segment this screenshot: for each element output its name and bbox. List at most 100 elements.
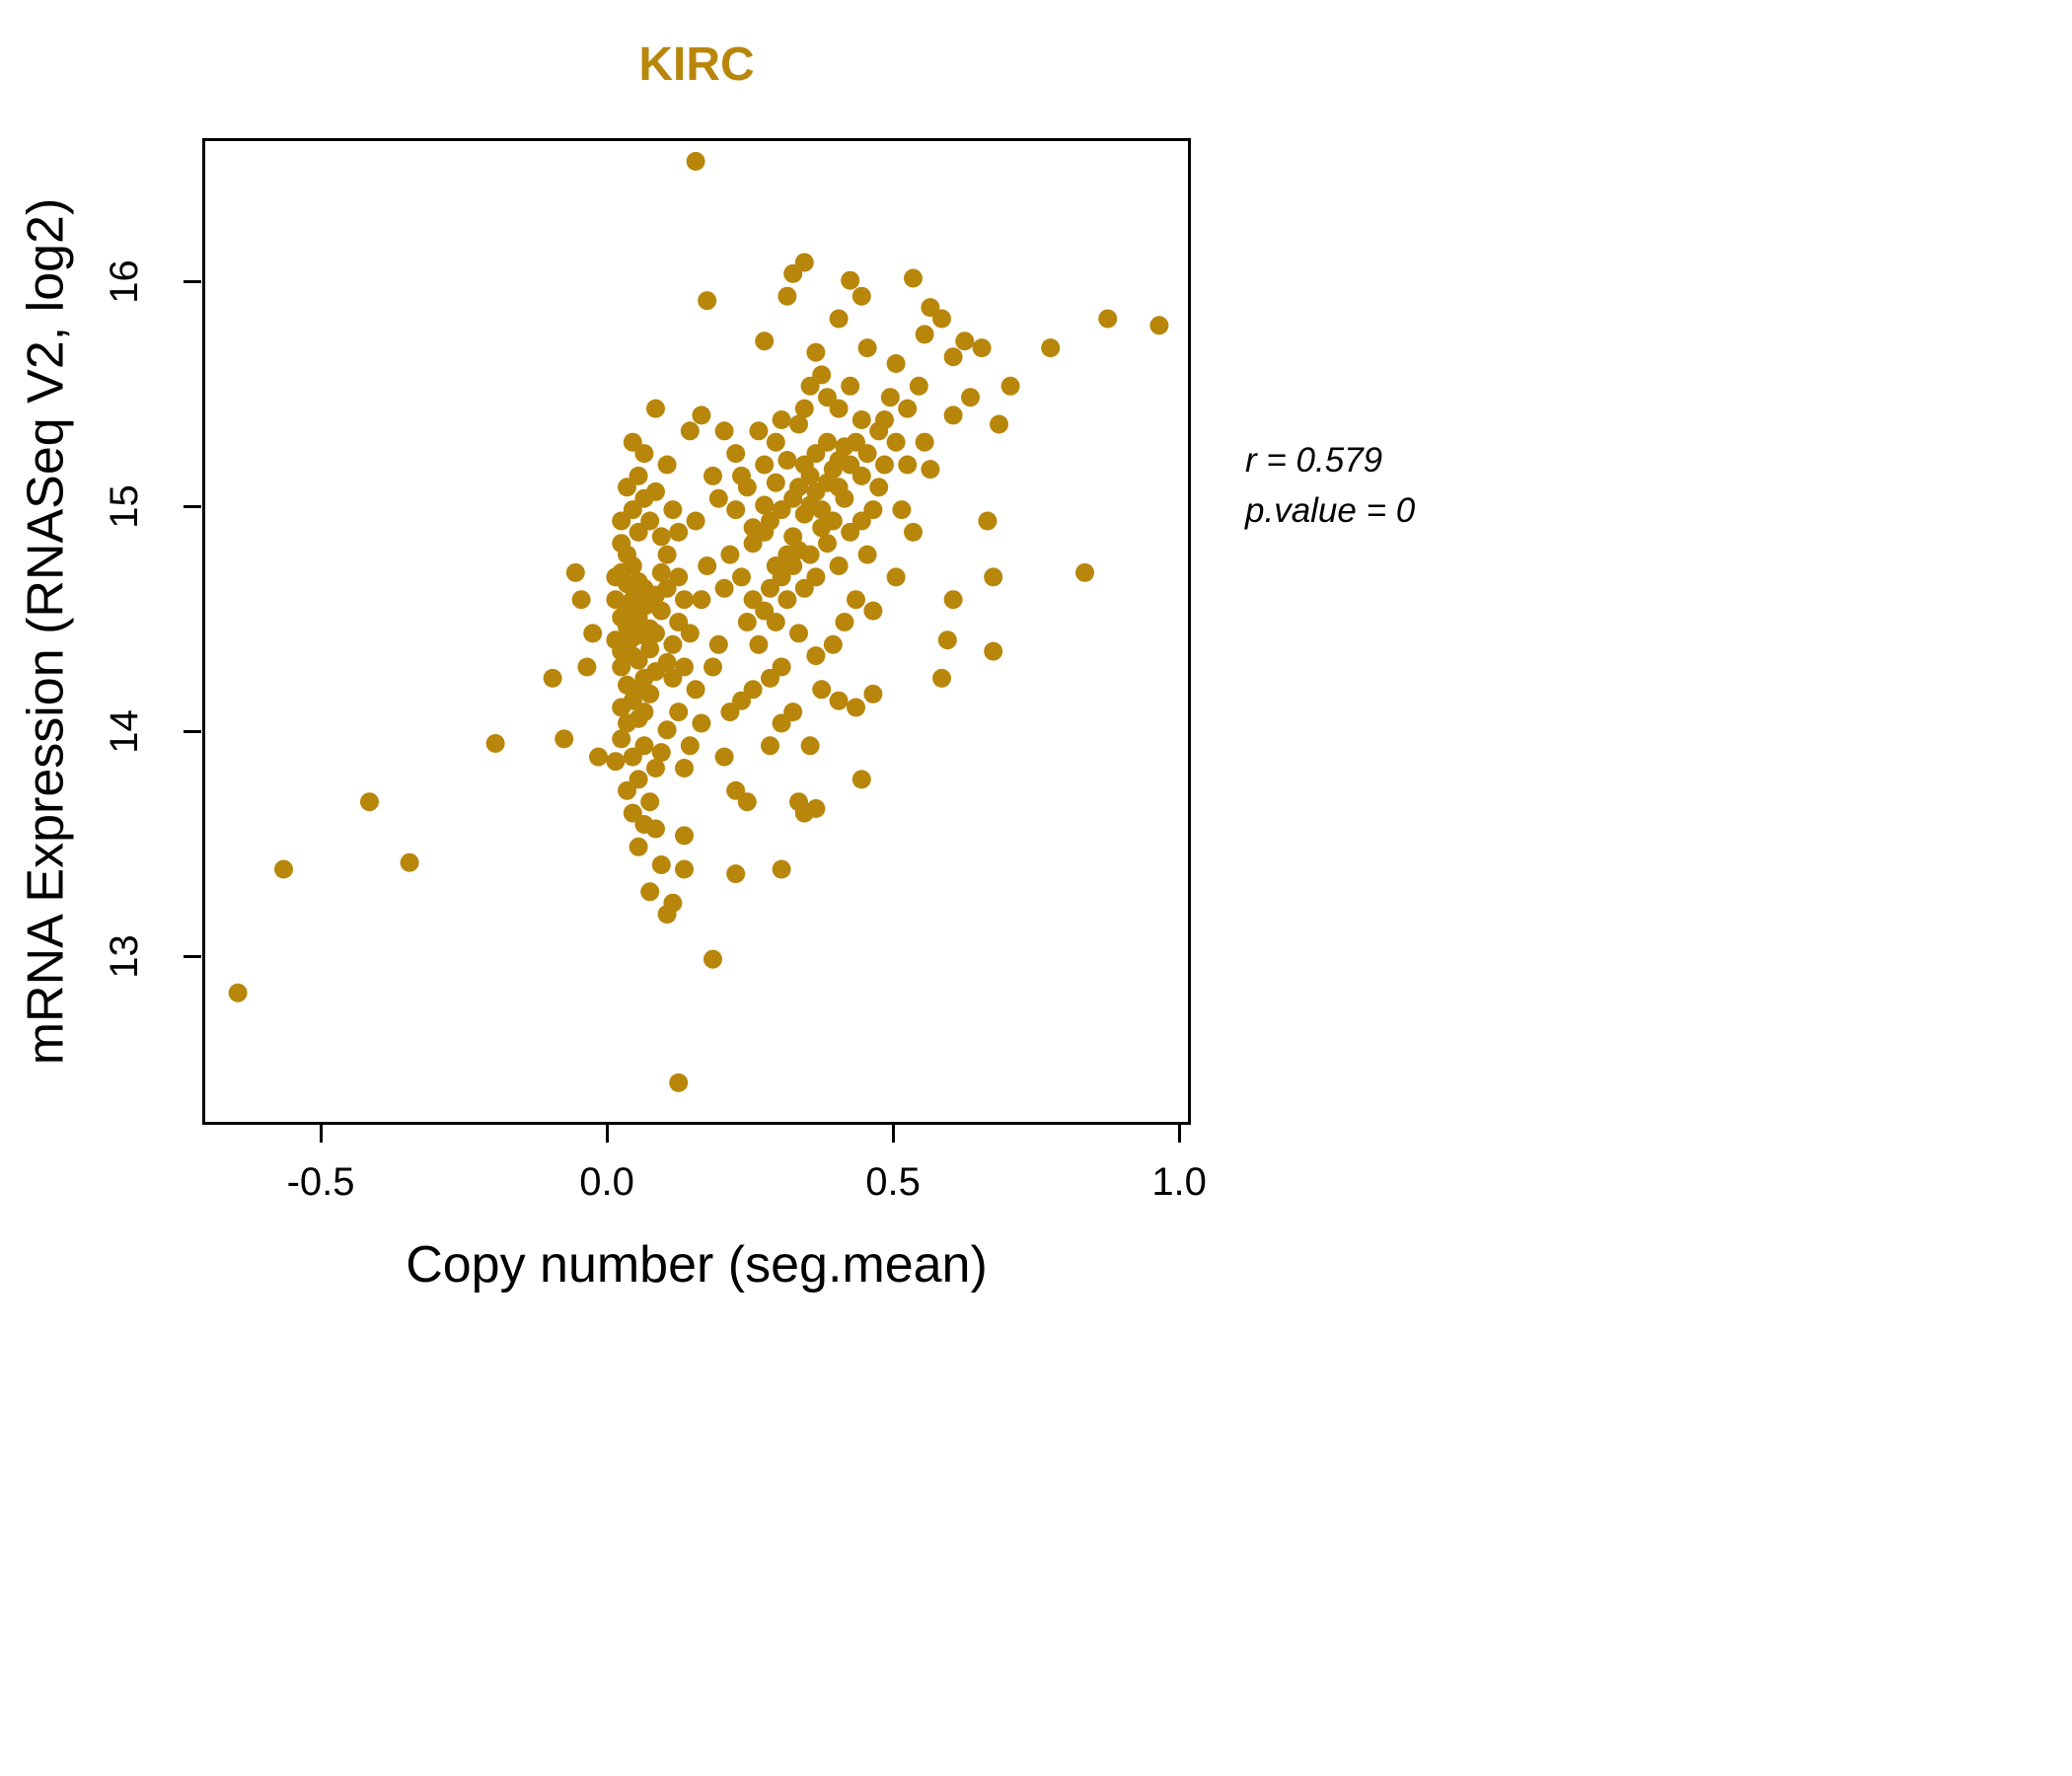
scatter-point [806,646,826,666]
scatter-point [829,309,849,329]
scatter-point [634,597,654,616]
scatter-point [761,668,779,688]
scatter-point [835,488,854,508]
scatter-point [823,634,843,654]
y-axis-label-wrap: mRNA Expression (RNASeq V2, log2) [6,138,85,1125]
scatter-point [886,432,906,452]
scatter-point [932,668,951,688]
scatter-point [274,859,293,879]
scatter-point [360,792,379,812]
scatter-point [772,713,791,733]
scatter-point [915,432,934,452]
y-tick-mark [184,729,201,733]
scatter-point [692,590,711,610]
scatter-point [863,601,883,621]
scatter-point [669,613,689,631]
scatter-point [634,444,654,464]
y-tick-label: 15 [95,478,154,537]
y-tick-mark [184,280,201,284]
scatter-point [921,298,940,318]
y-tick-mark [184,505,201,509]
scatter-point [743,590,763,610]
scatter-point [932,309,951,329]
x-tick-mark [605,1125,609,1143]
scatter-point [714,421,734,441]
scatter-point [732,567,751,587]
scatter-point [663,668,683,688]
scatter-point [629,837,648,856]
scatter-point [892,500,912,520]
scatter-point [898,399,918,418]
scatter-point [589,747,608,767]
scatter-point [651,601,671,621]
scatter-point [818,432,837,452]
scatter-point [984,641,1003,661]
scatter-point [714,747,734,767]
scatter-point [708,488,728,508]
scatter-point [720,545,740,564]
scatter-point [841,522,860,542]
scatter-point [686,680,705,700]
scatter-point [835,613,854,631]
scatter-point [623,500,642,520]
scatter-point [675,859,694,879]
scatter-point [1149,316,1169,335]
scatter-point [640,511,660,531]
y-tick-label: 13 [95,926,154,986]
scatter-point [698,291,717,311]
scatter-point [772,859,791,879]
scatter-point [766,473,785,492]
scatter-point [789,414,808,434]
scatter-point [623,432,642,452]
scatter-point [606,590,626,610]
scatter-point [646,662,665,682]
scatter-point [618,617,636,636]
scatter-point [990,414,1008,434]
scatter-point [978,511,998,531]
scatter-point [886,567,906,587]
scatter-point [543,668,562,688]
scatter-point [686,511,705,531]
scatter-point [984,567,1003,587]
scatter-point [726,780,746,800]
scatter-point [794,455,814,475]
scatter-point [835,437,854,457]
scatter-point [680,624,700,643]
scatter-point [761,736,779,756]
scatter-point [789,478,808,497]
scatter-point [772,567,791,587]
scatter-point [726,444,746,464]
scatter-point [623,803,642,823]
scatter-point [714,578,734,598]
x-tick-mark [319,1125,323,1143]
scatter-point [829,399,849,418]
scatter-point [703,466,722,485]
scatter-point [583,624,603,643]
scatter-point [618,780,636,800]
scatter-point [640,882,660,902]
scatter-point [726,864,746,884]
scatter-point [943,406,963,425]
scatter-point [880,388,900,407]
scatter-point [794,399,814,418]
scatter-point [663,500,683,520]
scatter-point [703,949,722,969]
scatter-point [657,905,677,925]
scatter-point [612,698,631,717]
y-tick-label-text: 13 [102,933,146,979]
scatter-point [669,567,689,587]
scatter-point [732,466,751,485]
scatter-point [829,691,849,710]
scatter-point [772,410,791,429]
scatter-point [875,455,894,475]
scatter-point [755,495,775,515]
scatter-point [663,634,683,654]
y-axis-label: mRNA Expression (RNASeq V2, log2) [17,197,75,1066]
scatter-point [841,270,860,290]
scatter-point [743,518,763,538]
scatter-point [623,747,642,767]
y-tick-label-text: 16 [102,259,146,305]
scatter-point [720,703,740,722]
scatter-point [1000,376,1020,396]
scatter-point [669,1073,689,1092]
